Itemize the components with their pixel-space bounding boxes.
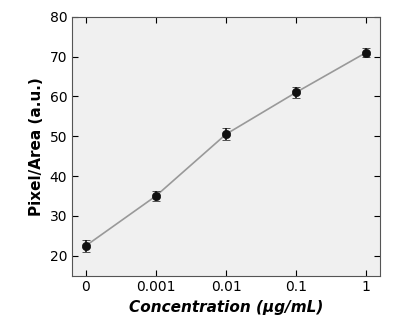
Y-axis label: Pixel/Area (a.u.): Pixel/Area (a.u.) [29, 77, 44, 215]
X-axis label: Concentration (μg/mL): Concentration (μg/mL) [129, 300, 323, 315]
